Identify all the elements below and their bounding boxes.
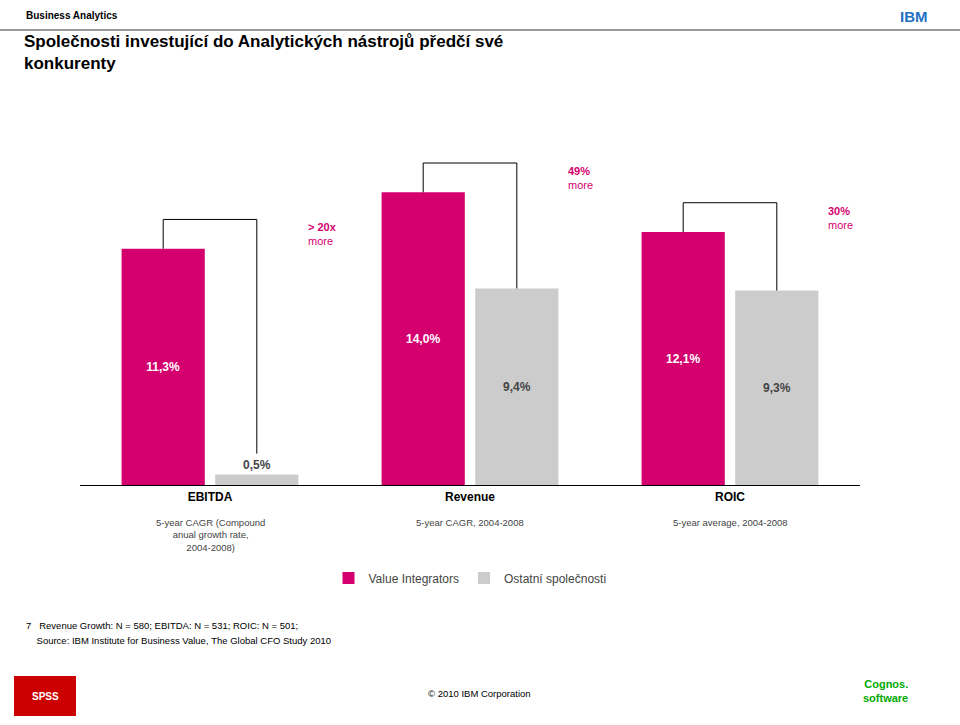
svg-text:SPSS: SPSS <box>32 691 59 702</box>
svg-text:Společnosti investující do Ana: Společnosti investující do Analytických … <box>24 32 503 73</box>
svg-text:49%more: 49%more <box>568 165 593 191</box>
svg-text:IBM: IBM <box>900 8 928 25</box>
svg-text:9,3%: 9,3% <box>763 381 791 395</box>
svg-text:Business Analytics: Business Analytics <box>26 10 118 21</box>
svg-text:0,5%: 0,5% <box>243 458 271 472</box>
svg-text:9,4%: 9,4% <box>503 380 531 394</box>
svg-text:5-year CAGR (Compoundanual gro: 5-year CAGR (Compoundanual growth rate,2… <box>156 517 265 553</box>
svg-text:Cognos.software: Cognos.software <box>863 678 908 704</box>
svg-text:11,3%: 11,3% <box>146 360 180 374</box>
svg-text:ROIC: ROIC <box>715 490 745 504</box>
svg-text:Value Integrators: Value Integrators <box>369 572 460 586</box>
svg-text:30%more: 30%more <box>828 205 853 231</box>
svg-text:5-year average, 2004-2008: 5-year average, 2004-2008 <box>673 517 788 528</box>
svg-text:Revenue: Revenue <box>445 490 495 504</box>
svg-text:© 2010 IBM Corporation: © 2010 IBM Corporation <box>428 688 531 699</box>
svg-text:Ostatní společnosti: Ostatní společnosti <box>504 572 606 586</box>
svg-text:5-year CAGR, 2004-2008: 5-year CAGR, 2004-2008 <box>416 517 524 528</box>
svg-text:> 20xmore: > 20xmore <box>308 221 337 247</box>
svg-text:EBITDA: EBITDA <box>188 490 233 504</box>
svg-text:Source: IBM Institute for Busi: Source: IBM Institute for Business Value… <box>26 635 331 646</box>
svg-text:12,1%: 12,1% <box>666 352 700 366</box>
svg-text:7 Revenue Growth: N = 580; E: 7 Revenue Growth: N = 580; EBITDA: N = 5… <box>26 620 298 631</box>
svg-text:14,0%: 14,0% <box>406 332 440 346</box>
